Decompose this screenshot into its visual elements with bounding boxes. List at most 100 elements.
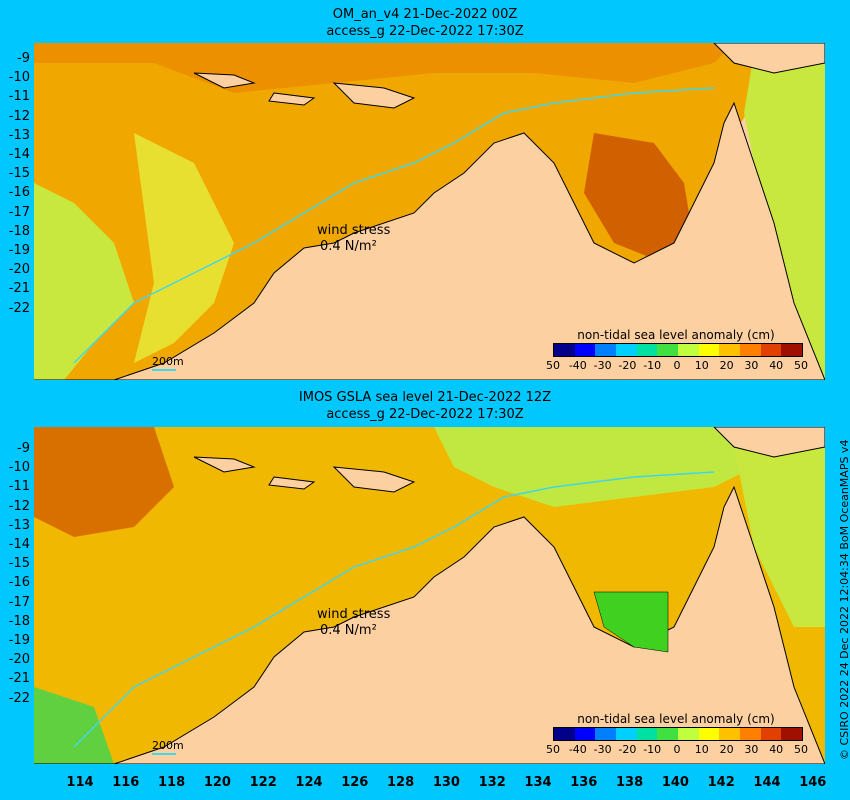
colorbar-tick-label: -10 (643, 359, 662, 372)
lat-tick-label: -19 (8, 243, 30, 258)
lon-tick-label: 146 (799, 775, 827, 790)
ocean-field-green-se (34, 687, 114, 764)
panel1-colorbar-title: non-tidal sea level anomaly (cm) (577, 328, 775, 342)
lon-tick-label: 130 (432, 775, 460, 790)
colorbar-segment (554, 728, 575, 740)
lat-tick-label: -15 (8, 556, 30, 572)
colorbar-segment (740, 344, 761, 356)
lon-tick-label: 116 (112, 775, 140, 790)
colorbar-tick-label: 20 (719, 359, 734, 372)
green-box (593, 591, 669, 653)
lat-tick-label: -18 (8, 613, 30, 629)
colorbar-tick-label: 10 (694, 359, 709, 372)
ocean-field-orange-dark (584, 133, 694, 263)
lat-tick-label: -21 (8, 281, 30, 297)
lat-tick-label: -17 (8, 204, 30, 220)
colorbar-tick-label: -20 (618, 743, 637, 756)
lat-tick-label: -22 (8, 300, 30, 316)
panel2-colorbar-title: non-tidal sea level anomaly (cm) (577, 712, 775, 726)
lon-tick-label: 140 (661, 775, 689, 790)
colorbar-segment (554, 344, 575, 356)
colorbar-segment (636, 728, 658, 740)
panel1-title-line1: OM_an_v4 21-Dec-2022 00Z (332, 7, 518, 22)
lat-tick-label: -13 (8, 517, 30, 533)
land-new-guinea (713, 427, 825, 458)
colorbar-segment (678, 344, 699, 356)
isobath-200m (73, 87, 715, 364)
colorbar-segment (678, 728, 699, 740)
lat-tick-label: -16 (8, 575, 30, 591)
colorbar-segment (657, 728, 679, 740)
colorbar-segment (760, 728, 782, 740)
colorbar-tick-label: 40 (769, 359, 784, 372)
colorbar-segment (698, 344, 720, 356)
colorbar-segment (595, 728, 617, 740)
colorbar-segment (698, 728, 720, 740)
colorbar-segment (595, 344, 617, 356)
colorbar-segment (636, 344, 658, 356)
land-australia (34, 485, 825, 764)
land-islands (193, 72, 316, 106)
panel2-map[interactable]: wind stress 0.4 N/m² 200m non-tidal sea … (34, 427, 825, 764)
panel1-colorbar-ticks: 50 -40 -30 -20 -10 0 10 20 30 40 50 (543, 359, 808, 373)
colorbar-tick-label: 50 (546, 743, 560, 756)
lat-tick-label: -10 (8, 70, 30, 86)
panel1-scale-label: 200m (152, 355, 184, 368)
lon-tick-label: 136 (570, 775, 598, 790)
colorbar-tick-label: 50 (794, 359, 808, 372)
land-timor (332, 466, 416, 493)
lat-tick-label: -13 (8, 127, 30, 143)
lon-tick-label: 144 (753, 775, 781, 790)
panel2-title-line1: IMOS GSLA sea level 21-Dec-2022 12Z (298, 390, 552, 405)
colorbar-segment (781, 728, 803, 740)
colorbar-segment (719, 344, 741, 356)
land-australia (34, 101, 825, 380)
lon-tick-label: 142 (707, 775, 735, 790)
panel2-map-svg (34, 427, 825, 764)
panel2-title-line2: access_g 22-Dec-2022 17:30Z (326, 407, 524, 422)
lat-tick-label: -22 (8, 690, 30, 706)
ocean-field-yellow (134, 133, 234, 363)
lat-tick-label: -11 (8, 479, 30, 495)
colorbar-tick-label: 50 (794, 743, 808, 756)
panel2-scale-label: 200m (152, 739, 184, 752)
lon-tick-label: 134 (524, 775, 552, 790)
ocean-field-green (34, 183, 134, 380)
credit-text: © CSIRO 2022 24 Dec 2022 12:04:34 BoM Oc… (838, 439, 850, 760)
lat-tick-label: -16 (8, 185, 30, 201)
lon-tick-label: 114 (66, 775, 94, 790)
lon-tick-label: 128 (387, 775, 415, 790)
lat-tick-label: -12 (8, 108, 30, 124)
colorbar-tick-label: 30 (744, 743, 759, 756)
panel1-map-svg (34, 43, 825, 380)
panel2-wind-label-1: wind stress (317, 607, 391, 622)
colorbar-tick-label: 40 (769, 743, 784, 756)
lat-tick-label: -11 (8, 89, 30, 105)
colorbar-segment (719, 728, 741, 740)
lon-tick-label: 126 (341, 775, 369, 790)
lat-tick-label: -12 (8, 498, 30, 514)
lon-tick-label: 132 (478, 775, 506, 790)
lon-tick-label: 124 (295, 775, 323, 790)
panel2-colorbar-ticks: 50 -40 -30 -20 -10 0 10 20 30 40 50 (543, 743, 808, 757)
colorbar-tick-label: -40 (568, 743, 587, 756)
colorbar-tick-label: 30 (744, 359, 759, 372)
lat-tick-label: -10 (8, 460, 30, 476)
lat-tick-label: -9 (17, 51, 30, 66)
lat-tick-label: -21 (8, 671, 30, 687)
colorbar-tick-label: 50 (546, 359, 560, 372)
colorbar-segment (574, 728, 596, 740)
colorbar-tick-label: -10 (643, 743, 662, 756)
colorbar-tick-label: -40 (568, 359, 587, 372)
colorbar-tick-label: 20 (719, 743, 734, 756)
panel1-map[interactable]: wind stress 0.4 N/m² 200m non-tidal sea … (34, 43, 825, 380)
panel2-wind-label-2: 0.4 N/m² (320, 623, 377, 638)
panel1-wind-label-2: 0.4 N/m² (320, 239, 377, 254)
land-new-guinea (713, 43, 825, 74)
panel1-title-line2: access_g 22-Dec-2022 17:30Z (326, 24, 524, 39)
colorbar-tick-label: -20 (618, 359, 637, 372)
colorbar-segment (760, 344, 782, 356)
colorbar-tick-label: 0 (673, 743, 681, 756)
panel2-colorbar (553, 727, 803, 741)
lat-tick-label: -18 (8, 223, 30, 239)
